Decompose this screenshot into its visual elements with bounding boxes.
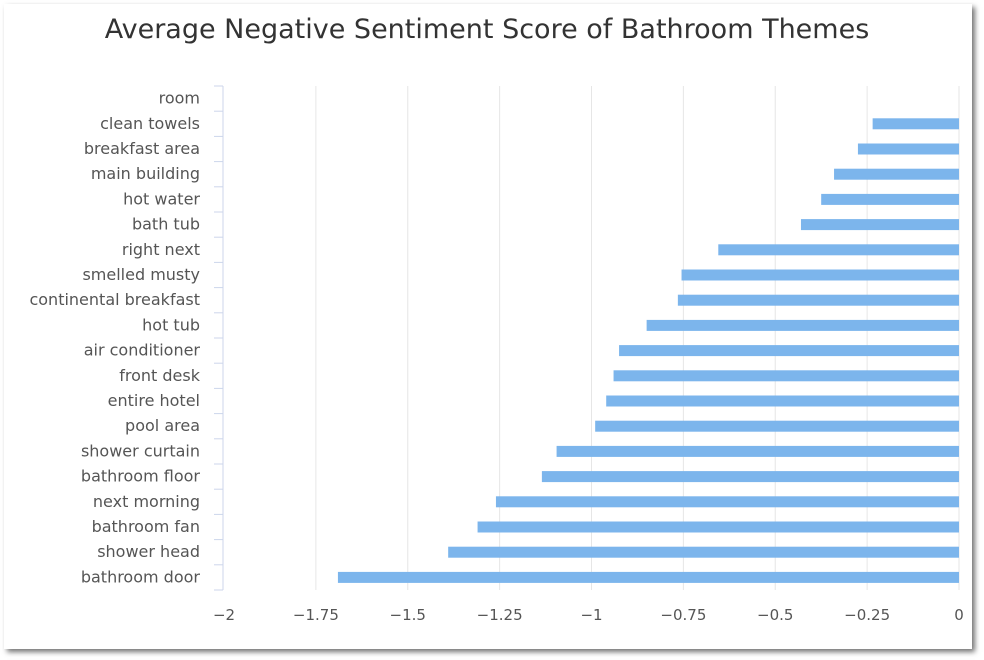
category-label: room: [159, 89, 200, 108]
bar[interactable]: [872, 118, 959, 130]
chart-title: Average Negative Sentiment Score of Bath…: [105, 14, 870, 45]
category-label: hot tub: [142, 315, 200, 334]
x-tick-label: −0.5: [757, 606, 793, 624]
bar[interactable]: [677, 294, 959, 306]
x-tick-label: −1: [580, 606, 602, 624]
category-label: smelled musty: [82, 265, 200, 284]
category-label: bathroom floor: [81, 467, 201, 486]
value-axis-ticks: −2 −1.75 −1.5 −1.25 −1 −0.75 −0.5 −0.25 0: [213, 606, 964, 624]
category-label: shower curtain: [81, 441, 200, 460]
category-label: bathroom fan: [92, 517, 200, 536]
bar[interactable]: [556, 445, 959, 457]
bar[interactable]: [834, 168, 959, 180]
bar[interactable]: [448, 546, 959, 558]
grid-lines: [315, 86, 960, 590]
category-label: right next: [122, 240, 200, 259]
bar[interactable]: [595, 420, 959, 432]
x-tick-label: −2: [213, 606, 235, 624]
bar[interactable]: [613, 370, 959, 382]
x-tick-label: −1.25: [477, 606, 523, 624]
bar[interactable]: [495, 496, 959, 508]
category-label: shower head: [97, 542, 200, 561]
bar[interactable]: [681, 269, 959, 281]
x-tick-label: −0.75: [660, 606, 706, 624]
category-label: main building: [91, 164, 200, 183]
bar[interactable]: [718, 244, 959, 256]
bar[interactable]: [541, 471, 959, 483]
x-tick-label: −1.5: [390, 606, 426, 624]
bar[interactable]: [821, 193, 959, 205]
category-label: pool area: [125, 416, 200, 435]
category-label: entire hotel: [108, 391, 200, 410]
x-tick-label: −0.25: [844, 606, 890, 624]
category-label: continental breakfast: [29, 290, 200, 309]
category-label: breakfast area: [84, 139, 200, 158]
category-axis: room clean towels breakfast area main build…: [29, 85, 224, 591]
bar[interactable]: [477, 521, 959, 533]
bar[interactable]: [606, 395, 959, 407]
category-label: bath tub: [132, 215, 200, 234]
bar[interactable]: [619, 345, 959, 357]
bar[interactable]: [337, 571, 959, 583]
category-label: bathroom door: [81, 567, 201, 586]
category-label: front desk: [119, 366, 200, 385]
x-tick-label: −1.75: [293, 606, 339, 624]
category-label: air conditioner: [84, 341, 201, 360]
category-label: next morning: [93, 492, 200, 511]
bar[interactable]: [800, 219, 959, 231]
bars: [337, 118, 959, 583]
bar[interactable]: [857, 143, 959, 155]
category-label: clean towels: [100, 114, 200, 133]
category-label: hot water: [123, 189, 200, 208]
bar[interactable]: [646, 319, 959, 331]
x-tick-label: 0: [954, 606, 964, 624]
